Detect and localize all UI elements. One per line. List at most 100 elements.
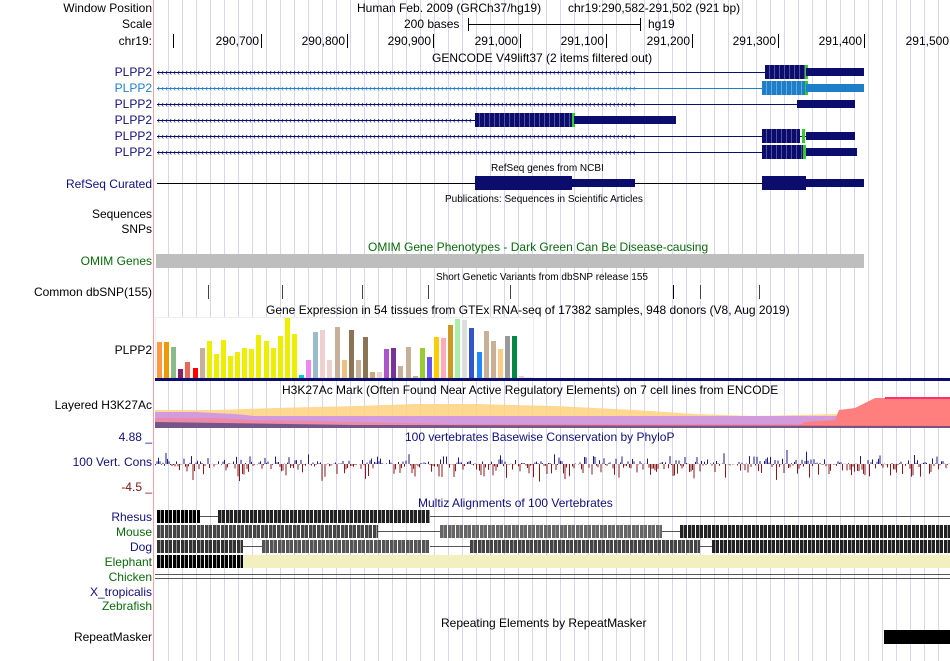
gtex-bar[interactable] [391, 348, 397, 378]
gtex-bar[interactable] [355, 360, 361, 378]
species-elephant[interactable]: Elephant [104, 555, 152, 569]
gtex-bar[interactable] [157, 342, 162, 378]
gtex-bar[interactable] [483, 331, 489, 378]
snp-mark[interactable] [428, 285, 429, 299]
gtex-bar[interactable] [433, 336, 439, 378]
multiz-alignment-block[interactable] [262, 540, 430, 553]
gtex-bar[interactable] [228, 355, 233, 378]
gtex-bar[interactable] [504, 335, 510, 378]
gtex-bar[interactable] [164, 342, 170, 378]
multiz-alignment-block[interactable] [680, 525, 950, 538]
multiz-alignment-block[interactable] [440, 525, 662, 538]
gene-cds[interactable] [762, 129, 800, 143]
gtex-bar[interactable] [242, 348, 248, 378]
repeat-element[interactable] [884, 630, 950, 644]
gene-cds[interactable] [475, 113, 572, 127]
refseq-exon[interactable] [572, 179, 635, 187]
phylop-label[interactable]: 100 Vert. Cons [72, 455, 152, 469]
gtex-bar[interactable] [341, 360, 347, 378]
gtex-bar[interactable] [370, 372, 375, 378]
h3k27ac-chart[interactable] [155, 396, 950, 428]
gtex-bar[interactable] [441, 338, 446, 378]
gtex-bar[interactable] [199, 348, 205, 378]
species-dog[interactable]: Dog [129, 540, 152, 554]
gtex-bar[interactable] [419, 348, 425, 378]
gene-intron[interactable] [157, 136, 855, 137]
gene-intron[interactable] [157, 120, 676, 121]
snp-mark[interactable] [362, 285, 363, 299]
snps-label[interactable]: SNPs [121, 222, 152, 236]
gene-cds[interactable] [765, 65, 805, 79]
snp-mark[interactable] [208, 285, 209, 299]
gtex-bar[interactable] [284, 318, 290, 378]
gene-cds[interactable] [762, 81, 805, 95]
gtex-bar[interactable] [235, 352, 241, 378]
refseq-exon[interactable] [762, 176, 806, 190]
gtex-bar[interactable] [320, 330, 326, 378]
gene-cds[interactable] [762, 145, 803, 159]
gtex-bar[interactable] [220, 340, 226, 378]
gtex-bar[interactable] [256, 334, 262, 378]
gtex-bar[interactable] [497, 349, 503, 378]
snp-mark[interactable] [700, 285, 701, 299]
snp-mark[interactable] [282, 285, 283, 299]
gtex-bar[interactable] [469, 328, 475, 378]
gene-label[interactable]: PLPP2 [114, 113, 152, 127]
multiz-alignment-block[interactable] [157, 510, 200, 523]
gene-label[interactable]: PLPP2 [114, 65, 152, 79]
gene-utr[interactable] [806, 148, 857, 156]
gene-label[interactable]: PLPP2 [114, 81, 152, 95]
gtex-bar[interactable] [462, 320, 468, 378]
gtex-bar[interactable] [348, 330, 354, 378]
gtex-bar[interactable] [398, 365, 404, 378]
refseq-label[interactable]: RefSeq Curated [65, 177, 152, 191]
gtex-bar[interactable] [455, 319, 461, 378]
multiz-alignment-block[interactable] [712, 540, 950, 553]
gtex-bar[interactable] [412, 376, 418, 378]
gtex-bar[interactable] [249, 349, 255, 378]
species-zebrafish[interactable]: Zebrafish [101, 599, 152, 613]
gtex-bar[interactable] [313, 332, 319, 378]
gene-utr[interactable] [806, 132, 855, 140]
multiz-alignment-block[interactable] [470, 540, 700, 553]
species-chicken[interactable]: Chicken [108, 570, 152, 584]
gene-utr[interactable] [574, 116, 676, 124]
gtex-bar[interactable] [185, 362, 191, 378]
gene-intron[interactable] [157, 104, 797, 105]
gtex-bar[interactable] [334, 326, 340, 378]
gene-label[interactable]: PLPP2 [114, 129, 152, 143]
species-mouse[interactable]: Mouse [115, 525, 152, 539]
gene-utr[interactable] [797, 100, 855, 108]
gtex-bar[interactable] [490, 341, 496, 378]
gtex-bar[interactable] [291, 333, 297, 378]
species-rhesus[interactable]: Rhesus [111, 510, 152, 524]
repeatmasker-label[interactable]: RepeatMasker [73, 630, 152, 644]
gene-utr[interactable] [806, 84, 864, 92]
gtex-bar[interactable] [299, 374, 304, 378]
refseq-exon[interactable] [475, 176, 572, 190]
snp-mark[interactable] [673, 285, 674, 299]
gene-label[interactable]: PLPP2 [114, 97, 152, 111]
gene-intron[interactable] [157, 72, 864, 73]
gtex-bar[interactable] [171, 346, 177, 378]
omim-label[interactable]: OMIM Genes [80, 254, 152, 268]
refseq-exon[interactable] [806, 179, 864, 187]
gtex-bar[interactable] [377, 372, 383, 378]
gtex-bar[interactable] [405, 346, 411, 378]
gtex-bar[interactable] [327, 360, 333, 378]
publications-label[interactable]: Sequences [91, 207, 152, 221]
gtex-bar[interactable] [178, 369, 184, 378]
phylop-chart[interactable] [155, 440, 950, 495]
h3k27ac-label[interactable]: Layered H3K27Ac [54, 398, 152, 412]
gtex-bar[interactable] [426, 356, 432, 378]
gene-intron[interactable] [157, 88, 864, 89]
gtex-bar[interactable] [206, 341, 212, 378]
gtex-bar[interactable] [384, 349, 390, 378]
gtex-bar[interactable] [213, 353, 219, 378]
snp-mark[interactable] [510, 285, 511, 299]
snp-mark[interactable] [759, 285, 760, 299]
gtex-label[interactable]: PLPP2 [114, 343, 152, 357]
gtex-bar[interactable] [306, 360, 312, 378]
omim-feature[interactable] [156, 254, 864, 268]
gtex-bar[interactable] [512, 335, 517, 378]
